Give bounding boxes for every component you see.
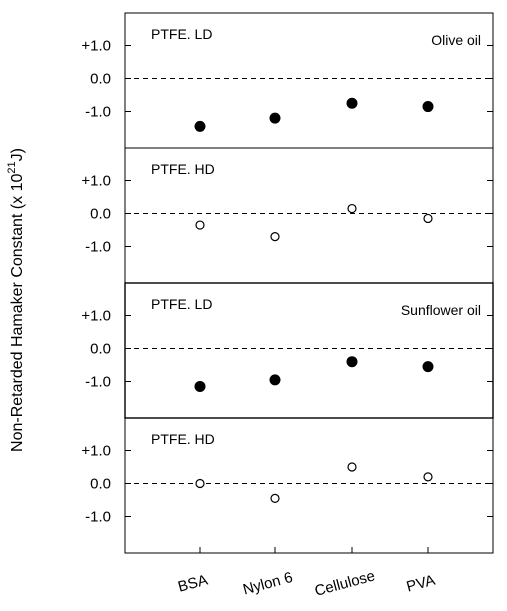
panel-3: +1.0 0.0 -1.0 PTFE. LD Sunflower oil [81,282,494,419]
data-point-open [347,462,357,472]
data-point-open [270,232,280,242]
oil-label: Olive oil [431,32,481,48]
y-tick-label: +1.0 [81,38,111,55]
x-category-label: Cellulose [313,567,377,599]
panel-1: +1.0 0.0 -1.0 PTFE. LD Olive oil [81,12,494,149]
y-tick-label: 0.0 [90,476,111,493]
data-point-filled [269,112,281,124]
y-tick-label: +1.0 [81,173,111,190]
data-point-filled [194,120,206,132]
y-tick-label: 0.0 [90,71,111,88]
panel-label: PTFE. LD [151,26,212,42]
data-point-open [347,203,357,214]
panel-frame [124,417,494,554]
y-axis-label-main: Non-Retarded Hamaker Constant (x 10 [9,174,26,452]
oil-label: Sunflower oil [401,302,481,318]
panel-label: PTFE. HD [151,161,215,177]
data-point-filled [422,361,434,373]
y-tick-label: +1.0 [81,308,111,325]
panel-2: +1.0 0.0 -1.0 PTFE. HD [81,147,494,284]
data-point-open [270,493,280,503]
x-category-label: PVA [405,572,437,596]
data-point-open [423,472,433,482]
y-tick-label: -1.0 [85,374,111,391]
data-point-open [195,478,205,489]
y-tick-label: 0.0 [90,341,111,358]
y-tick-label: -1.0 [85,239,111,256]
y-tick-label: 0.0 [90,206,111,223]
y-tick-label: -1.0 [85,104,111,121]
y-axis-label-unit: J) [9,148,26,161]
y-axis-label: Non-Retarded Hamaker Constant (x 1021J) [6,148,26,452]
data-point-filled [346,356,358,368]
panel-label: PTFE. LD [151,296,212,312]
panel-4: +1.0 0.0 -1.0 PTFE. HD [81,417,494,554]
data-point-filled [422,101,434,113]
panel-label: PTFE. HD [151,431,215,447]
data-point-filled [194,380,206,392]
y-axis-label-exponent: 21 [6,161,18,173]
svg-text:Non-Retarded Hamaker Constant: Non-Retarded Hamaker Constant (x 1021J) [6,148,26,452]
y-tick-label: +1.0 [81,443,111,460]
data-point-filled [269,374,281,386]
x-category-label: Nylon 6 [241,569,295,599]
data-point-open [423,213,433,224]
x-category-label: BSA [176,572,209,596]
data-point-open [195,220,205,230]
data-point-filled [346,97,358,109]
y-tick-label: -1.0 [85,509,111,526]
